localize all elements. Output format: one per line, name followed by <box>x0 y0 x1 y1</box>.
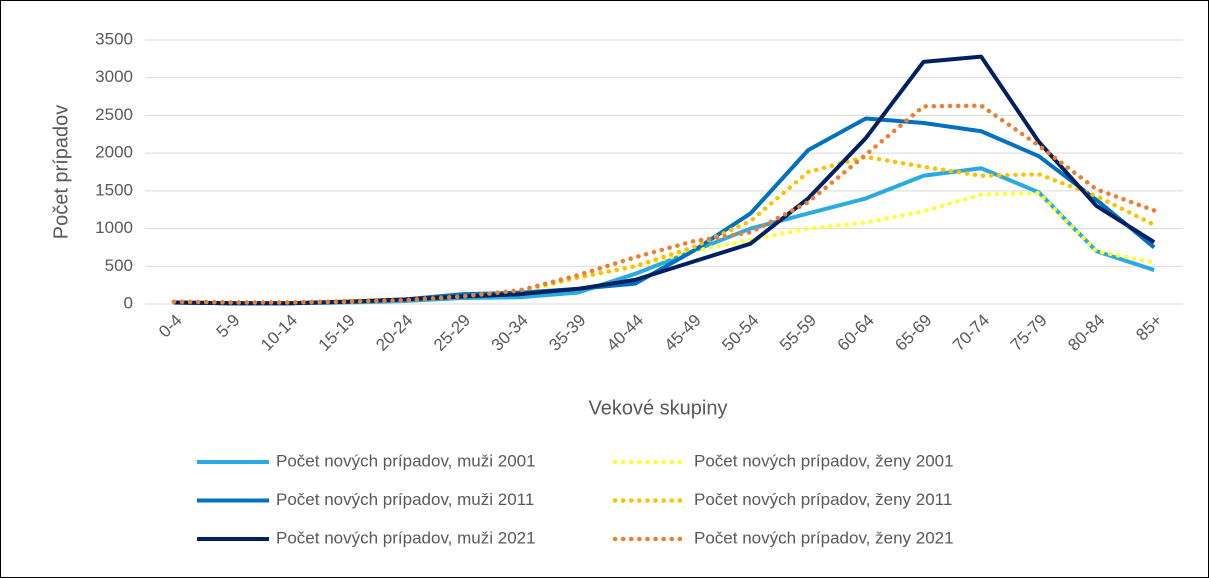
legend-label: Počet nových prípadov, ženy 2021 <box>694 528 954 547</box>
y-tick-label: 2000 <box>95 143 133 162</box>
series-line <box>171 103 1157 305</box>
legend-label: Počet nových prípadov, ženy 2001 <box>694 451 954 470</box>
y-tick-label: 500 <box>105 256 133 275</box>
y-tick-label: 2500 <box>95 105 133 124</box>
legend-label: Počet nových prípadov, muži 2001 <box>276 451 536 470</box>
y-tick-label: 1000 <box>95 218 133 237</box>
y-tick-label: 3500 <box>95 29 133 48</box>
x-axis-title: Vekové skupiny <box>589 397 728 419</box>
y-tick-label: 0 <box>124 293 133 312</box>
legend-label: Počet nových prípadov, ženy 2011 <box>694 490 952 509</box>
legend-label: Počet nových prípadov, muži 2011 <box>276 490 534 509</box>
y-axis-title: Počet prípadov <box>50 105 72 240</box>
legend-label: Počet nových prípadov, muži 2021 <box>276 528 536 547</box>
y-tick-label: 3000 <box>95 67 133 86</box>
y-tick-label: 1500 <box>95 180 133 199</box>
